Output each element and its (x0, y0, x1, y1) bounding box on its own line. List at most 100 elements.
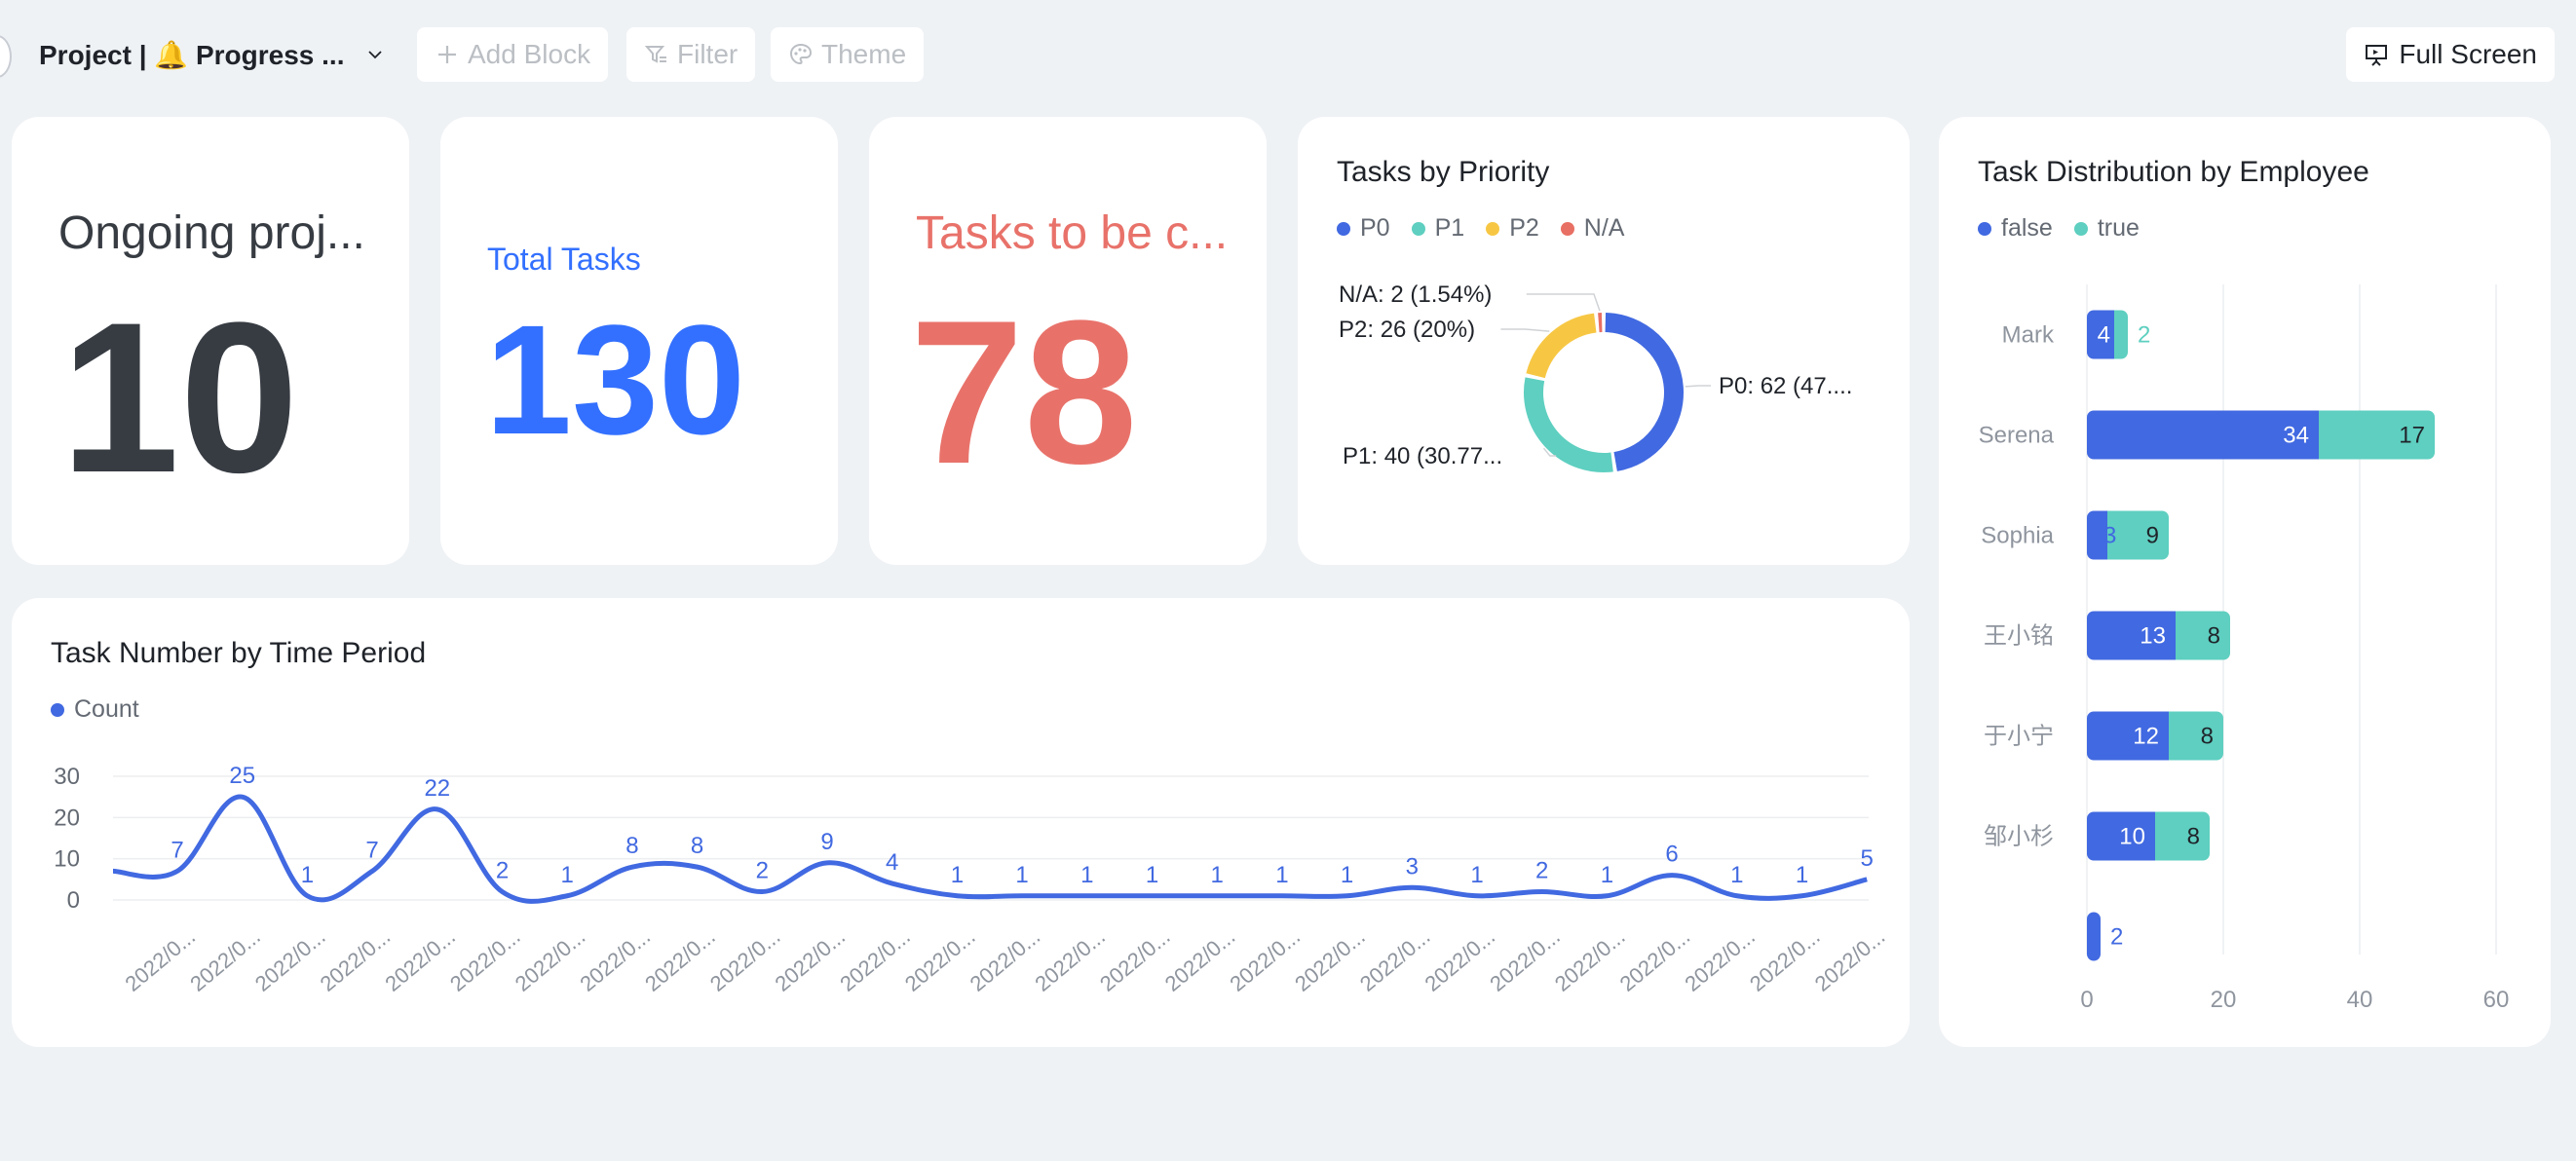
data-label: 3 (1406, 853, 1419, 880)
kpi-value: 10 (60, 278, 299, 517)
legend-label: Count (74, 695, 139, 723)
x-tick-label: 2022/0... (1680, 924, 1760, 996)
data-label: 7 (170, 837, 183, 863)
y-tick-label: 20 (54, 805, 80, 831)
slice-label: P1: 40 (30.77... (1343, 443, 1502, 469)
category-label: 邹小杉 (1984, 824, 2054, 850)
kpi-value: 130 (485, 292, 745, 467)
x-tick-label: 2022/0... (380, 924, 460, 996)
bar-false[interactable] (2087, 811, 2155, 861)
time-period-chart-card: Task Number by Time Period Count 0 10 20 30… (12, 598, 1910, 1047)
chart-title: Task Distribution by Employee (1978, 156, 2369, 188)
bar-value-label: 17 (2399, 423, 2425, 449)
leader-line (1542, 447, 1557, 457)
bar-false[interactable] (2087, 912, 2101, 961)
legend-dot (1978, 221, 1991, 236)
bar-value-label: 9 (2146, 523, 2159, 549)
x-tick-label: 2022/0... (575, 924, 655, 996)
data-label: 1 (1080, 862, 1093, 888)
bar-group (2087, 611, 2230, 660)
x-tick-label: 2022/0... (511, 924, 590, 996)
legend-dot (1560, 221, 1574, 236)
bar-value-label: 13 (2140, 623, 2166, 650)
kpi-card-total-tasks[interactable]: Total Tasks 130 (440, 117, 838, 565)
category-label: Mark (2002, 322, 2055, 349)
kpi-card-ongoing-projects[interactable]: Ongoing proj... 10 (12, 117, 409, 565)
dashboard-title-dropdown[interactable]: Project | 🔔 Progress ... (39, 33, 383, 76)
data-label: 7 (365, 837, 378, 863)
filter-button[interactable]: Filter (626, 27, 756, 82)
legend-label: P1 (1434, 214, 1465, 242)
legend-item-p0[interactable]: P0 (1337, 214, 1390, 243)
legend-label: N/A (1583, 214, 1625, 242)
presentation-icon (2366, 45, 2388, 66)
dashboard-title: Project | 🔔 Progress ... (39, 39, 345, 70)
theme-button[interactable]: Theme (771, 27, 925, 82)
x-tick-label: 2022/0... (1421, 924, 1500, 996)
bar-false[interactable] (2087, 310, 2114, 359)
data-label: 25 (229, 763, 255, 789)
data-label: 8 (691, 833, 703, 859)
bar-group (2087, 310, 2128, 359)
data-label: 1 (1341, 862, 1353, 888)
data-label: 1 (951, 862, 964, 888)
bar-true[interactable] (2319, 410, 2435, 460)
data-label: 2 (1535, 858, 1548, 884)
bar-false[interactable] (2087, 711, 2169, 761)
line-series-count (112, 794, 1868, 904)
legend-item-true[interactable]: true (2073, 214, 2140, 243)
kpi-card-tasks-to-be-completed[interactable]: Tasks to be c... 78 (869, 117, 1267, 565)
x-tick-label: 2022/0... (1810, 924, 1890, 996)
bar-value-label: 2 (2138, 322, 2150, 349)
bar-value-label: 8 (2201, 724, 2214, 750)
data-label: 1 (1601, 862, 1613, 888)
leader-line (1500, 328, 1550, 332)
data-label: 1 (1146, 862, 1158, 888)
kpi-label: Tasks to be c... (916, 207, 1229, 259)
category-label: 于小宁 (1984, 724, 2054, 750)
filter-icon (644, 46, 666, 63)
bar-true[interactable] (2107, 510, 2169, 560)
category-label: 王小铭 (1984, 623, 2054, 650)
chevron-down-icon (368, 51, 383, 59)
donut-slice (1526, 313, 1597, 379)
data-label: 1 (301, 862, 314, 888)
add-block-button[interactable]: Add Block (417, 27, 609, 82)
legend-item-na[interactable]: N/A (1560, 214, 1625, 243)
employee-chart-card: Task Distribution by Employee false true… (1939, 117, 2551, 1047)
legend-label: false (2001, 214, 2053, 242)
sidebar-toggle[interactable] (0, 35, 12, 78)
data-label: 22 (424, 775, 450, 802)
bar-value-label: 12 (2133, 724, 2159, 750)
bar-true[interactable] (2169, 711, 2223, 761)
chart-legend: P0 P1 P2 N/A (1337, 214, 1624, 243)
y-tick-label: 0 (67, 887, 80, 914)
bar-true[interactable] (2155, 811, 2210, 861)
leader-line (1526, 293, 1601, 312)
chart-legend: false true (1978, 214, 2140, 243)
x-tick-label: 2022/0... (966, 924, 1045, 996)
x-tick-label: 2022/0... (1615, 924, 1695, 996)
bar-value-label: 8 (2208, 623, 2220, 650)
bar-value-label: 34 (2283, 423, 2309, 449)
data-label: 4 (886, 849, 898, 876)
x-tick-label: 2022/0... (705, 924, 785, 996)
legend-item-p2[interactable]: P2 (1486, 214, 1539, 243)
bar-false[interactable] (2087, 510, 2107, 560)
x-tick-label: 2022/0... (316, 924, 396, 996)
priority-chart-card: Tasks by Priority P0 P1 P2 N/A P0: 62 (4… (1298, 117, 1910, 565)
legend-item-p1[interactable]: P1 (1411, 214, 1465, 243)
full-screen-button[interactable]: Full Screen (2346, 27, 2555, 82)
bar-true[interactable] (2114, 310, 2128, 359)
bar-false[interactable] (2087, 410, 2319, 460)
bar-false[interactable] (2087, 611, 2176, 660)
legend-dot (2073, 221, 2088, 236)
legend-item-count[interactable]: Count (51, 695, 139, 724)
bar-true[interactable] (2176, 611, 2230, 660)
legend-item-false[interactable]: false (1978, 214, 2053, 243)
x-tick-label: 2022/0... (1095, 924, 1175, 996)
data-label: 1 (1796, 862, 1808, 888)
slice-label: P2: 26 (20%) (1339, 317, 1475, 343)
bar-group (2087, 410, 2435, 460)
slice-label: P0: 62 (47.... (1719, 373, 1852, 399)
